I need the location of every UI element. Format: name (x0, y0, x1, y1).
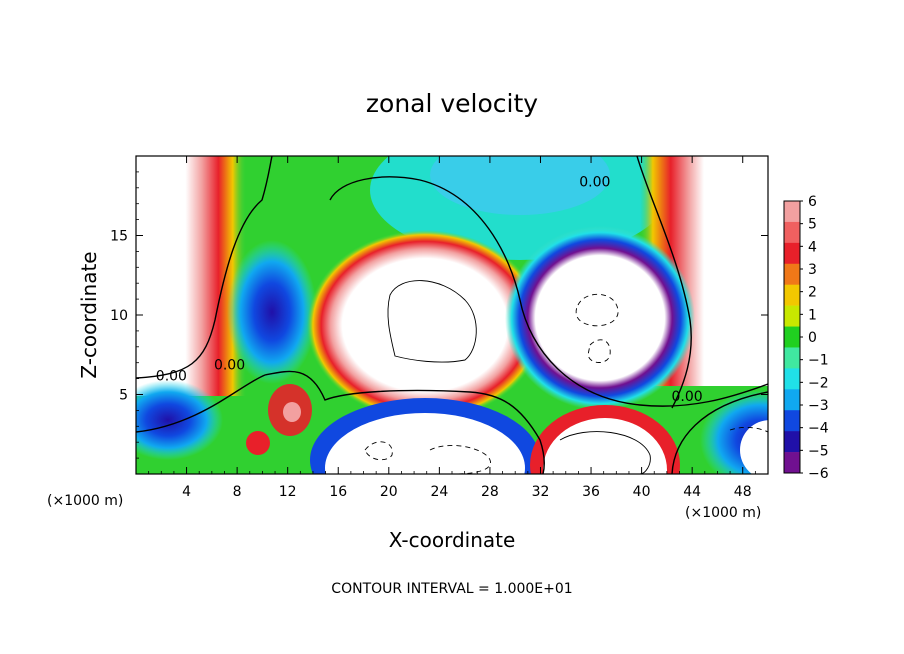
y-axis-ticks: 5 10 15 (110, 171, 768, 459)
x-origin-unit-label: (×1000 m) (47, 493, 123, 509)
y-axis-label: Z-coordinate (77, 251, 101, 378)
x-tick-label: 4 (182, 484, 191, 500)
contour-label: 0.00 (156, 368, 187, 384)
contour-negative-inner-2 (587, 339, 611, 363)
colorbar: 6 5 4 3 2 1 0 −1 −2 −3 −4 −5 −6 (783, 194, 829, 482)
colorbar-label: −5 (808, 443, 829, 459)
colorbar-label: −4 (808, 421, 829, 437)
colorbar-label: 3 (808, 262, 817, 278)
colorbar-swatch (784, 368, 800, 390)
bottom-right-corner-white (740, 420, 768, 474)
y-tick-label: 10 (110, 308, 128, 324)
left-warm-column (136, 156, 246, 396)
bottom-left-blue (136, 380, 223, 460)
colorbar-label: 5 (808, 217, 817, 233)
colorbar-swatch (784, 263, 800, 285)
cyan-core (430, 156, 610, 215)
colorbar-swatch (784, 284, 800, 306)
x-axis-unit-label: (×1000 m) (685, 505, 761, 521)
bottom-white-cell (325, 413, 525, 474)
contour-zero-left (136, 156, 273, 379)
colorbar-label: −6 (808, 466, 829, 482)
y-tick-label: 15 (110, 229, 128, 245)
colorbar-swatch (784, 389, 800, 411)
colorbar-swatch (784, 201, 800, 223)
contour-label: 0.00 (579, 174, 610, 190)
x-axis-ticks: 4 8 12 16 20 24 28 32 36 40 44 48 (148, 156, 756, 500)
colorbar-swatch (784, 326, 800, 348)
x-tick-label: 16 (329, 484, 347, 500)
positive-cell (307, 230, 543, 420)
x-tick-label: 20 (380, 484, 398, 500)
left-blue-cell (227, 240, 317, 384)
colorbar-label: 1 (808, 307, 817, 323)
colorbar-label: −2 (808, 375, 829, 391)
x-tick-label: 12 (279, 484, 297, 500)
contour-zero-right (636, 156, 692, 409)
contour-zero-arch (329, 176, 768, 407)
x-axis-label: X-coordinate (389, 528, 516, 552)
colorbar-swatch (784, 431, 800, 453)
x-tick-label: 32 (532, 484, 550, 500)
contour-label: 0.00 (672, 389, 703, 405)
contour-label: 0.00 (214, 357, 245, 373)
contour-negative-bottom-2 (429, 445, 491, 474)
contour-negative-bottom (364, 441, 393, 461)
colorbar-label: −1 (808, 353, 829, 369)
contour-positive-inner (387, 280, 477, 363)
contour-interval-note: CONTOUR INTERVAL = 1.000E+01 (331, 581, 572, 597)
colorbar-label: 4 (808, 239, 817, 255)
x-tick-label: 48 (734, 484, 752, 500)
colorbar-swatch (784, 221, 800, 244)
x-tick-label: 36 (582, 484, 600, 500)
colorbar-swatch (784, 410, 800, 432)
colorbar-swatch (784, 242, 800, 265)
x-tick-label: 44 (683, 484, 701, 500)
velocity-field (136, 156, 768, 474)
x-tick-label: 24 (430, 484, 448, 500)
colorbar-label: −3 (808, 398, 829, 414)
colorbar-swatch (784, 305, 800, 327)
contour-positive-bottom (559, 431, 651, 474)
warm-blob-2 (246, 431, 270, 455)
bottom-right-white (543, 418, 667, 474)
colorbar-label: 0 (808, 330, 817, 346)
colorbar-label: 2 (808, 285, 817, 301)
contour-zero-bottom-right (671, 391, 768, 474)
colorbar-label: 6 (808, 194, 817, 210)
colorbar-swatch (784, 347, 800, 369)
contour-zero-lower (136, 370, 545, 474)
warm-blob-core (283, 402, 301, 422)
colorbar-swatch (784, 452, 800, 474)
chart-title: zonal velocity (366, 89, 538, 118)
x-tick-label: 8 (233, 484, 242, 500)
contour-negative-corner (729, 426, 768, 433)
x-tick-label: 28 (481, 484, 499, 500)
x-tick-label: 40 (633, 484, 651, 500)
y-tick-label: 5 (119, 388, 128, 404)
contour-labels: 0.00 0.00 0.00 0.00 (156, 174, 703, 405)
negative-cell (505, 226, 695, 410)
